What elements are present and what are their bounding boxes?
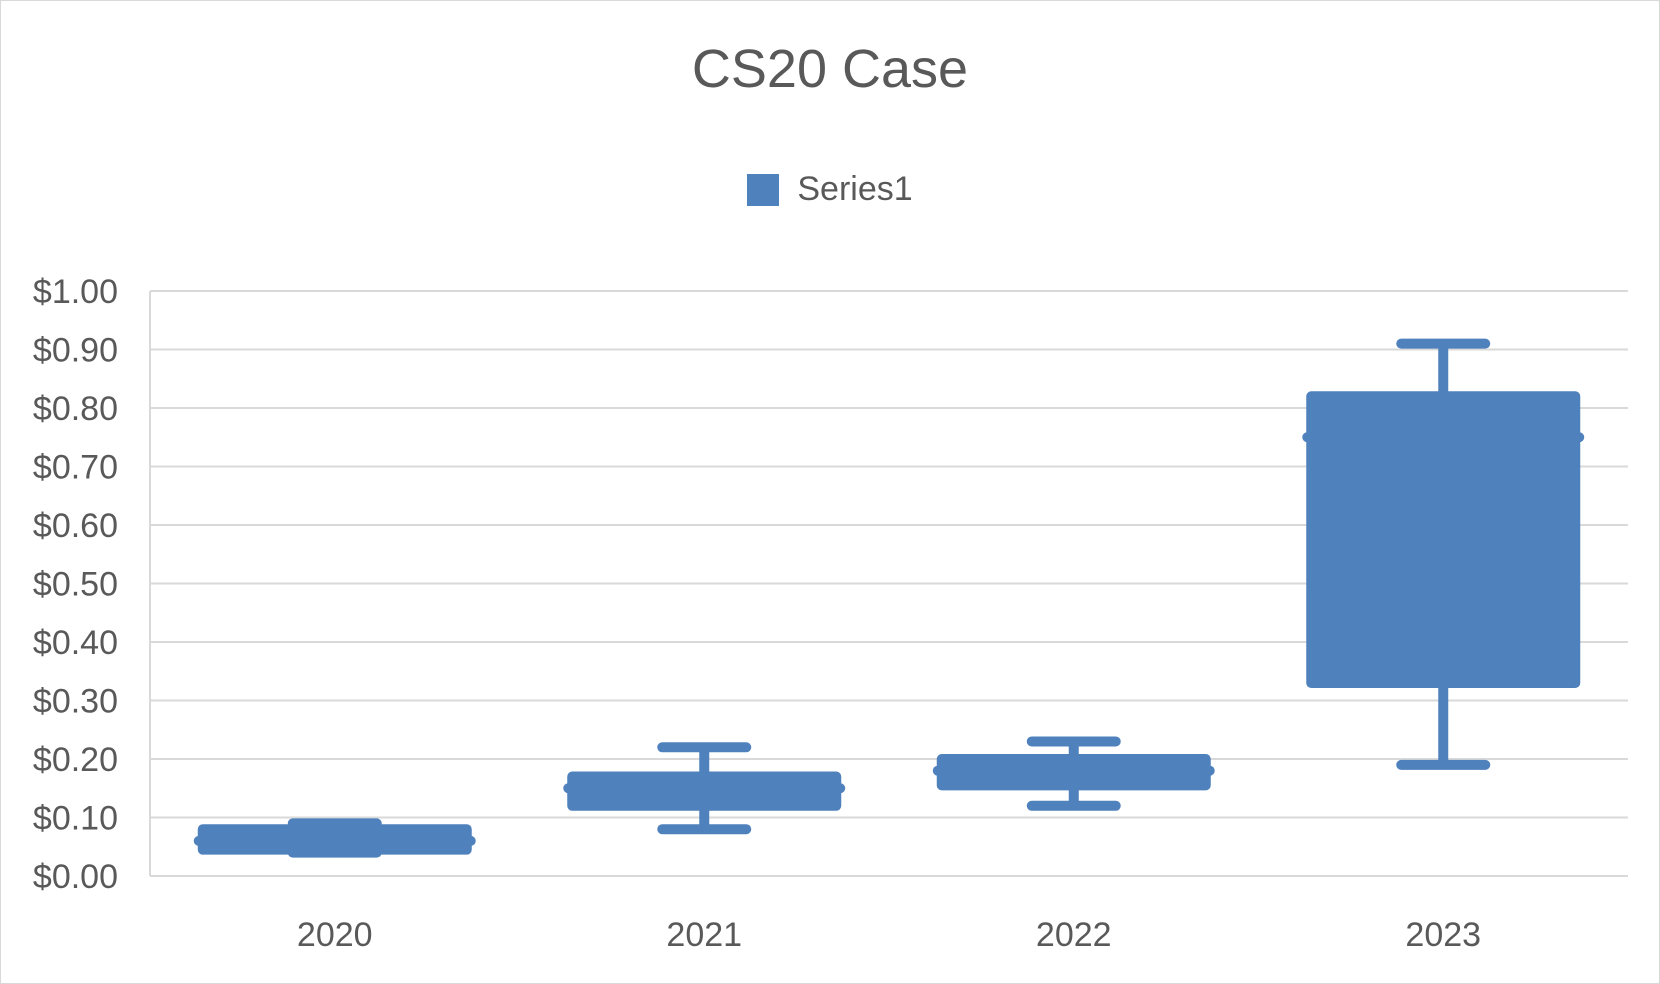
box-body bbox=[1306, 391, 1581, 688]
x-tick-label: 2023 bbox=[1405, 916, 1481, 954]
y-tick-label: $0.10 bbox=[33, 800, 118, 838]
y-tick-label: $0.40 bbox=[33, 624, 118, 662]
y-tick-label: $0.20 bbox=[33, 741, 118, 779]
x-tick-label: 2021 bbox=[666, 916, 742, 954]
y-tick-label: $0.00 bbox=[33, 858, 118, 896]
x-tick-label: 2020 bbox=[297, 916, 373, 954]
y-tick-label: $0.80 bbox=[33, 390, 118, 428]
y-tick-label: $0.90 bbox=[33, 332, 118, 370]
chart-title: CS20 Case bbox=[691, 39, 969, 99]
y-tick-label: $0.50 bbox=[33, 566, 118, 604]
y-tick-label: $0.30 bbox=[33, 683, 118, 721]
x-tick-label: 2022 bbox=[1036, 916, 1112, 954]
legend-label-series1: Series1 bbox=[797, 170, 913, 208]
legend: Series1 bbox=[0, 170, 1660, 209]
y-tick-label: $1.00 bbox=[33, 273, 118, 311]
legend-swatch-series1 bbox=[747, 173, 780, 206]
y-tick-label: $0.70 bbox=[33, 449, 118, 487]
y-tick-label: $0.60 bbox=[33, 507, 118, 545]
